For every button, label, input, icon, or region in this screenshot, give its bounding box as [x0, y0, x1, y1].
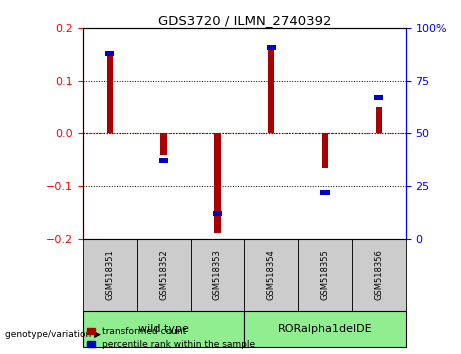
Text: genotype/variation ▶: genotype/variation ▶ — [5, 330, 100, 339]
Bar — [106, 52, 113, 133]
Text: GSM518352: GSM518352 — [159, 249, 168, 300]
Text: wild type: wild type — [138, 324, 189, 334]
Bar — [267, 45, 276, 50]
Text: GSM518355: GSM518355 — [320, 249, 330, 300]
Bar — [322, 133, 328, 167]
Bar — [268, 48, 274, 133]
Bar — [106, 51, 114, 56]
Bar — [160, 133, 167, 155]
Text: RORalpha1delDE: RORalpha1delDE — [278, 324, 372, 334]
Text: GSM518356: GSM518356 — [374, 249, 383, 300]
Bar — [352, 239, 406, 311]
Bar — [374, 95, 383, 100]
Bar — [376, 107, 382, 133]
Bar — [137, 239, 190, 311]
Bar — [298, 239, 352, 311]
Text: GSM518351: GSM518351 — [106, 249, 114, 300]
Bar — [159, 158, 168, 164]
Title: GDS3720 / ILMN_2740392: GDS3720 / ILMN_2740392 — [158, 14, 331, 27]
Bar — [244, 239, 298, 311]
Text: GSM518353: GSM518353 — [213, 249, 222, 300]
Bar — [83, 311, 244, 347]
Bar — [214, 133, 221, 233]
Bar — [83, 239, 137, 311]
Bar — [244, 311, 406, 347]
Bar — [213, 211, 222, 216]
Bar — [320, 190, 330, 195]
Bar — [190, 239, 244, 311]
Text: GSM518354: GSM518354 — [267, 249, 276, 300]
Legend: transformed count, percentile rank within the sample: transformed count, percentile rank withi… — [88, 327, 255, 349]
